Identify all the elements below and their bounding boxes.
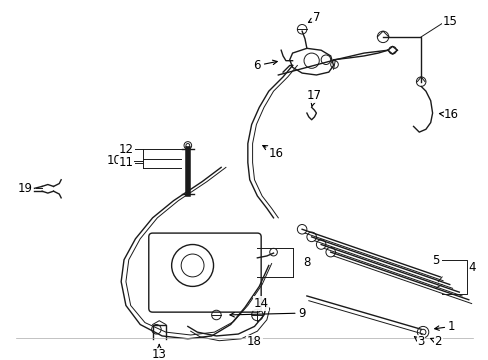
Text: 6: 6 <box>253 59 277 72</box>
Text: 15: 15 <box>442 15 456 28</box>
Text: 7: 7 <box>308 11 320 24</box>
Text: 13: 13 <box>151 345 166 360</box>
Text: 16: 16 <box>439 108 458 121</box>
Text: 17: 17 <box>306 89 321 106</box>
FancyBboxPatch shape <box>148 233 261 312</box>
Text: 12: 12 <box>118 143 133 156</box>
Text: 11: 11 <box>118 156 133 169</box>
Text: 3: 3 <box>413 335 424 348</box>
Text: 2: 2 <box>430 335 441 348</box>
Text: 1: 1 <box>434 320 454 333</box>
Text: 18: 18 <box>246 335 262 348</box>
Text: 4: 4 <box>468 261 475 274</box>
Text: 16: 16 <box>262 145 284 159</box>
Text: 19: 19 <box>18 182 32 195</box>
Text: 10: 10 <box>107 154 122 167</box>
Text: 14: 14 <box>253 297 268 310</box>
Text: 9: 9 <box>229 307 305 320</box>
Text: 8: 8 <box>303 256 310 269</box>
Text: 5: 5 <box>431 254 438 267</box>
